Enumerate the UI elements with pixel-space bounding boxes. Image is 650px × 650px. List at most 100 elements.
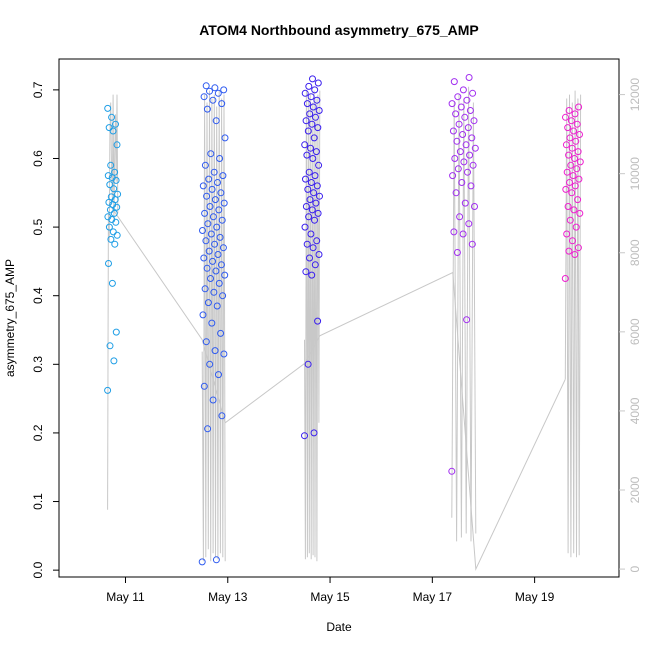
secondary-trace-3 (304, 90, 321, 562)
data-point (310, 429, 318, 437)
data-point (448, 100, 456, 108)
data-point (574, 244, 582, 252)
data-point (566, 179, 573, 186)
data-point (562, 141, 570, 149)
data-point (199, 182, 207, 190)
data-point (215, 371, 222, 379)
data-point (567, 161, 575, 169)
data-point (313, 237, 321, 245)
data-point (306, 254, 313, 262)
data-point (562, 113, 569, 121)
data-point (304, 185, 312, 193)
data-point (112, 328, 120, 336)
data-point (213, 302, 221, 310)
data-point (452, 110, 460, 118)
x-axis-label: Date (326, 620, 352, 634)
data-point (569, 237, 576, 245)
data-point (212, 556, 220, 564)
data-point (315, 251, 323, 258)
data-point (214, 179, 221, 186)
data-point (104, 172, 112, 180)
data-point (454, 93, 462, 101)
y-tick-label: 0.3 (31, 356, 45, 373)
data-point (314, 124, 322, 132)
data-point (113, 231, 121, 239)
data-point (568, 189, 576, 197)
data-point (108, 279, 116, 287)
data-point (572, 137, 580, 145)
data-point (203, 105, 211, 113)
data-point (304, 360, 312, 368)
y-tick-label: 0.6 (31, 150, 45, 167)
data-point (214, 251, 222, 258)
data-point (469, 161, 477, 169)
data-point (208, 185, 216, 193)
data-point (104, 213, 112, 221)
data-point (311, 86, 319, 94)
data-point (564, 203, 572, 210)
y-axis: 0.0 0.1 0.2 0.3 0.4 0.5 0.6 0.7 (31, 81, 59, 578)
data-point (106, 181, 114, 189)
secondary-trace-5 (564, 90, 582, 558)
data-point (313, 182, 321, 190)
y2-tick-label: 10000 (628, 157, 642, 191)
data-point (468, 240, 476, 248)
data-point (565, 107, 573, 114)
data-point (107, 161, 115, 169)
data-point (561, 275, 569, 282)
data-point (466, 151, 474, 159)
data-point (313, 96, 321, 104)
data-point (574, 148, 582, 156)
data-point (307, 230, 315, 238)
data-point (465, 74, 473, 81)
data-point (206, 87, 213, 95)
data-point (207, 275, 214, 282)
data-point (204, 220, 212, 228)
x-tick-label: May 19 (515, 590, 555, 604)
data-point (107, 235, 115, 243)
data-point (108, 113, 116, 121)
data-point (200, 93, 208, 101)
data-point (462, 141, 470, 149)
y-axis-label: asymmetry_675_AMP (3, 259, 17, 377)
data-point (314, 79, 322, 87)
data-point (213, 223, 221, 231)
data-point (198, 558, 206, 566)
data-point (110, 357, 118, 365)
data-point (110, 209, 118, 217)
data-point (110, 185, 118, 193)
data-point (571, 110, 579, 118)
data-point (309, 75, 316, 83)
data-point (207, 230, 215, 238)
data-point (568, 144, 576, 152)
data-point (570, 127, 578, 135)
data-point (205, 175, 213, 183)
data-point (217, 329, 225, 337)
data-point (221, 134, 229, 142)
data-point (448, 467, 456, 475)
data-point (104, 386, 112, 394)
data-point (301, 223, 309, 231)
data-point (204, 299, 212, 307)
data-point (468, 134, 476, 142)
data-point (571, 155, 578, 162)
secondary-trace-1 (107, 94, 119, 510)
secondary-trace-2 (201, 90, 226, 562)
data-point (217, 189, 225, 197)
data-point (202, 338, 210, 346)
data-point (461, 199, 469, 207)
y-tick-label: 0.4 (31, 287, 45, 304)
data-point (307, 93, 315, 101)
data-point (305, 82, 313, 90)
data-point (206, 203, 214, 210)
data-point (464, 168, 471, 176)
data-point (218, 216, 226, 224)
data-point (111, 168, 119, 176)
data-point (217, 261, 225, 269)
data-point (209, 96, 217, 104)
data-point (104, 104, 112, 112)
data-point (309, 103, 317, 111)
x-tick-label: May 13 (208, 590, 248, 604)
data-point (311, 216, 318, 224)
data-point (105, 124, 113, 132)
